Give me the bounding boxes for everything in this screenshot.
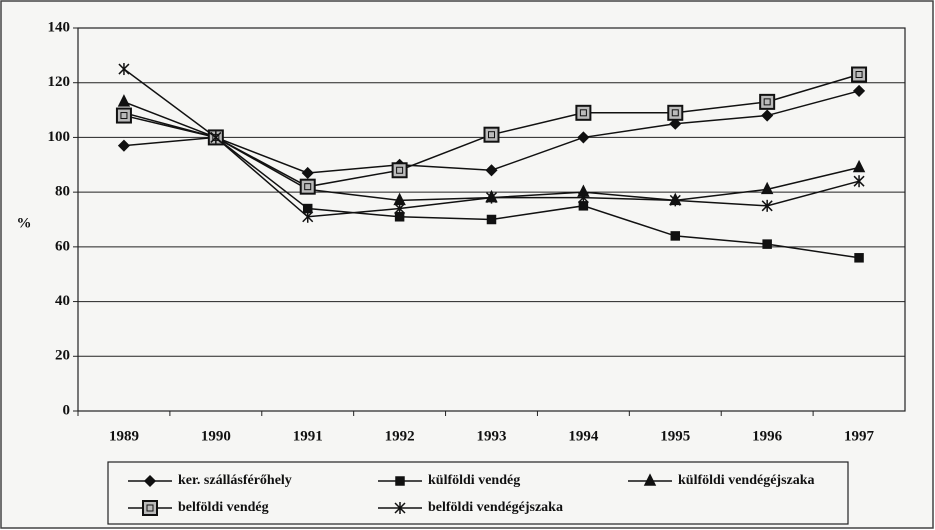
x-tick-label: 1990 (201, 428, 231, 444)
marker-part (852, 84, 866, 97)
y-axis-label: % (17, 215, 32, 231)
marker-part (115, 107, 132, 124)
marker (394, 502, 406, 514)
legend-box (107, 461, 849, 525)
marker-part (667, 104, 684, 121)
y-tick-label: 120 (48, 74, 71, 90)
x-tick-label: 1991 (293, 428, 323, 444)
marker (669, 117, 682, 130)
marker (762, 239, 772, 249)
marker-part (854, 253, 864, 263)
marker-part (669, 117, 682, 130)
marker (483, 126, 500, 143)
marker (118, 63, 130, 76)
y-tick-label: 0 (63, 402, 71, 418)
x-tick-label: 1997 (844, 428, 875, 444)
marker (394, 202, 406, 215)
marker-part (483, 126, 500, 143)
marker-part (120, 112, 128, 120)
marker (299, 178, 316, 195)
y-tick-label: 100 (48, 129, 71, 145)
marker (485, 191, 498, 204)
marker (391, 162, 408, 179)
x-tick-label: 1993 (477, 428, 507, 444)
marker (761, 109, 774, 122)
marker-part (575, 104, 592, 121)
marker (117, 139, 131, 152)
marker-part (117, 139, 131, 152)
marker-part (762, 239, 772, 249)
marker (485, 164, 498, 177)
marker-part (643, 473, 657, 486)
marker (577, 191, 589, 204)
marker-part (396, 166, 404, 174)
marker-part (301, 166, 314, 180)
legend-label: belföldi vendégéjszaka (428, 500, 563, 515)
x-tick-label: 1996 (752, 428, 783, 444)
marker-part (671, 109, 679, 117)
marker (761, 199, 773, 212)
marker (577, 131, 590, 144)
marker-part (485, 164, 498, 177)
marker-part (117, 94, 131, 107)
y-tick-label: 20 (55, 348, 70, 364)
marker (301, 166, 314, 180)
marker-part (760, 181, 774, 195)
legend-label: külföldi vendég (428, 473, 520, 488)
marker-part (855, 71, 863, 79)
marker (760, 181, 774, 195)
marker-part (486, 214, 497, 225)
x-tick-label: 1995 (660, 428, 690, 444)
marker (486, 214, 497, 225)
marker-part (670, 231, 681, 241)
marker (853, 175, 865, 188)
marker (670, 231, 681, 241)
marker (852, 159, 866, 173)
marker-part (763, 98, 771, 106)
marker-part (391, 162, 408, 179)
y-tick-label: 40 (55, 293, 70, 309)
marker (142, 500, 158, 516)
marker (851, 66, 868, 83)
x-tick-label: 1994 (568, 428, 599, 444)
marker (667, 104, 684, 121)
y-tick-label: 140 (48, 19, 71, 35)
marker (117, 94, 131, 107)
marker-part (851, 66, 868, 83)
marker-part (299, 178, 316, 195)
marker-part (579, 109, 587, 117)
marker-part (146, 504, 154, 512)
x-tick-label: 1992 (385, 428, 415, 444)
marker (669, 194, 681, 207)
marker (854, 253, 864, 263)
marker-part (761, 109, 774, 122)
x-tick-label: 1989 (109, 428, 139, 444)
marker-part (304, 183, 312, 191)
marker (210, 131, 222, 144)
y-tick-label: 80 (55, 184, 70, 200)
marker-part (852, 159, 866, 173)
marker (302, 210, 314, 223)
marker-part (488, 131, 495, 139)
marker (395, 476, 405, 486)
marker (759, 93, 776, 110)
legend-label: belföldi vendég (178, 500, 269, 515)
y-tick-label: 60 (55, 238, 70, 254)
marker-part (759, 93, 776, 110)
marker (115, 107, 132, 124)
marker-part (395, 476, 405, 486)
marker-part (143, 474, 157, 488)
marker (852, 84, 866, 97)
marker (575, 104, 592, 121)
marker-part (142, 500, 158, 516)
marker (643, 473, 657, 486)
legend-label: ker. szállásférőhely (178, 473, 292, 488)
marker-part (577, 131, 590, 144)
legend-label: külföldi vendégéjszaka (678, 473, 815, 488)
marker (143, 474, 157, 488)
